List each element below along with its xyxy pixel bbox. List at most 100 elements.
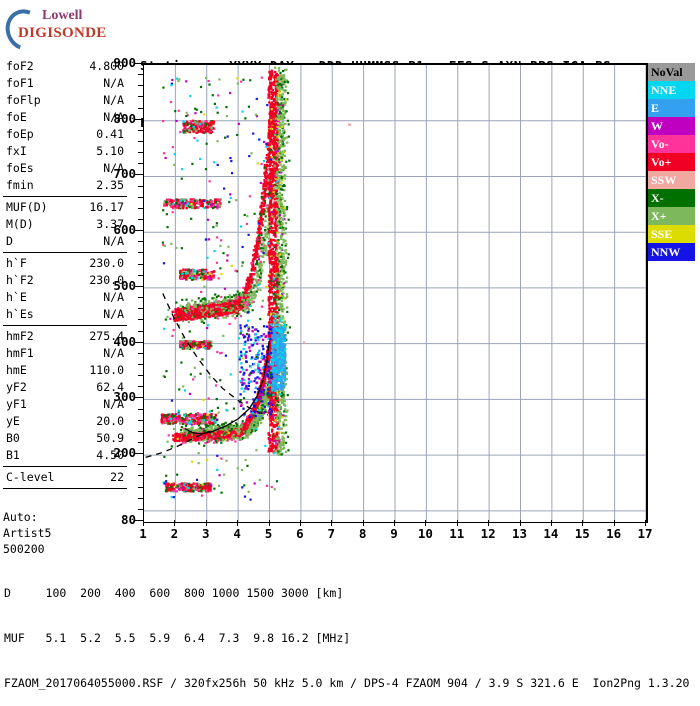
legend-swatch-sse[interactable]: SSE (648, 225, 695, 243)
x-axis-tick (614, 520, 615, 526)
footer-info: D 100 200 400 600 800 1000 1500 3000 [km… (4, 556, 689, 706)
y-axis-label: 200 (96, 445, 136, 460)
footer-file-row: FZAOM_2017064055000.RSF / 320fx256h 50 k… (4, 676, 689, 691)
param-value: N/A (103, 75, 124, 92)
y-axis-minor-tick (138, 252, 144, 253)
y-axis-minor-tick (138, 342, 144, 343)
y-axis-minor-tick (138, 442, 144, 443)
legend-swatch-x-[interactable]: X+ (648, 207, 695, 225)
legend-swatch-noval[interactable]: NoVal (648, 63, 695, 81)
footer-distance-row: D 100 200 400 600 800 1000 1500 3000 [km… (4, 586, 689, 601)
param-key: B1 (6, 447, 20, 464)
lowell-digisonde-logo: Lowell DIGISONDE (4, 6, 124, 48)
y-axis-minor-tick (138, 74, 144, 75)
param-key: M(D) (6, 216, 34, 233)
y-axis-major-tick (135, 63, 144, 64)
param-row: foF1 N/A (3, 75, 127, 92)
table-divider (3, 196, 127, 197)
y-axis-label: 500 (96, 278, 136, 293)
param-key: C-level (6, 469, 54, 486)
y-axis-minor-tick (138, 108, 144, 109)
table-divider (3, 325, 127, 326)
y-axis-label: 600 (96, 222, 136, 237)
auto-line: 500200 (3, 541, 51, 557)
param-row: MUF(D)16.17 (3, 199, 127, 216)
x-axis-tick (457, 520, 458, 526)
y-axis-minor-tick (138, 364, 144, 365)
x-axis-tick (143, 520, 144, 526)
param-key: hmF1 (6, 345, 34, 362)
x-axis-tick (582, 520, 583, 526)
y-axis-minor-tick (138, 487, 144, 488)
y-axis-label: 300 (96, 389, 136, 404)
param-key: yF1 (6, 396, 27, 413)
table-divider (3, 466, 127, 467)
y-axis-minor-tick (138, 331, 144, 332)
table-divider (3, 488, 127, 489)
param-key: foEs (6, 160, 34, 177)
y-axis-minor-tick (138, 130, 144, 131)
legend-swatch-x-[interactable]: X- (648, 189, 695, 207)
y-axis-minor-tick (138, 297, 144, 298)
x-axis-tick (237, 520, 238, 526)
y-axis-minor-tick (138, 431, 144, 432)
x-axis-label: 9 (382, 526, 406, 541)
y-axis-minor-tick (138, 119, 144, 120)
legend-swatch-vo-[interactable]: Vo+ (648, 153, 695, 171)
x-axis-label: 6 (288, 526, 312, 541)
x-axis-label: 5 (257, 526, 281, 541)
x-axis-label: 14 (539, 526, 563, 541)
legend-swatch-e[interactable]: E (648, 99, 695, 117)
y-axis-minor-tick (138, 197, 144, 198)
y-axis-minor-tick (138, 241, 144, 242)
y-axis-minor-tick (138, 96, 144, 97)
param-value: 0.41 (96, 126, 124, 143)
y-axis-minor-tick (138, 475, 144, 476)
x-axis-label: 13 (508, 526, 532, 541)
y-axis-minor-tick (138, 353, 144, 354)
y-axis-minor-tick (138, 208, 144, 209)
legend-swatch-nnw[interactable]: NNW (648, 243, 695, 261)
y-axis-minor-tick (138, 464, 144, 465)
y-axis-minor-tick (138, 163, 144, 164)
x-axis-label: 12 (476, 526, 500, 541)
ionogram-plot-area[interactable] (143, 63, 648, 523)
x-axis-label: 15 (570, 526, 594, 541)
param-key: foE (6, 109, 27, 126)
legend-swatch-w[interactable]: W (648, 117, 695, 135)
y-axis-minor-tick (138, 219, 144, 220)
param-key: foF2 (6, 58, 34, 75)
param-value: N/A (103, 306, 124, 323)
param-value: 110.0 (89, 362, 124, 379)
x-axis-label: 4 (225, 526, 249, 541)
legend-swatch-ssw[interactable]: SSW (648, 171, 695, 189)
param-value: 230.0 (89, 255, 124, 272)
y-axis-minor-tick (138, 319, 144, 320)
y-axis-minor-tick (138, 386, 144, 387)
x-axis-tick (300, 520, 301, 526)
param-key: h`F2 (6, 272, 34, 289)
x-axis-tick (174, 520, 175, 526)
param-value: 22 (110, 469, 124, 486)
y-axis-label: 80 (96, 512, 136, 527)
x-axis-label: 3 (194, 526, 218, 541)
y-axis-minor-tick (138, 498, 144, 499)
legend-swatch-vo-[interactable]: Vo- (648, 135, 695, 153)
param-key: yE (6, 413, 20, 430)
y-axis-minor-tick (138, 286, 144, 287)
logo-digisonde-text: DIGISONDE (18, 25, 107, 42)
legend-swatch-nne[interactable]: NNE (648, 81, 695, 99)
y-axis-label: 800 (96, 111, 136, 126)
y-axis-label: 700 (96, 166, 136, 181)
param-key: foFlp (6, 92, 41, 109)
y-axis-minor-tick (138, 420, 144, 421)
x-axis-tick (331, 520, 332, 526)
param-key: foF1 (6, 75, 34, 92)
